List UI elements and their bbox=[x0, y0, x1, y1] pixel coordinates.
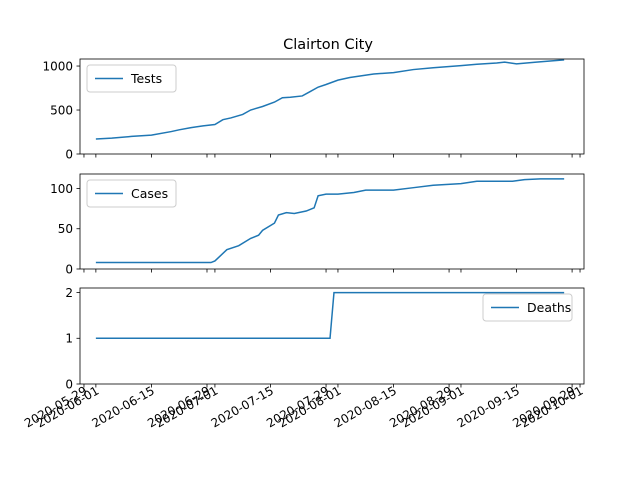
y-tick-label: 1 bbox=[65, 332, 73, 346]
x-tick-label: 2020-07-15 bbox=[209, 383, 276, 430]
legend-label: Cases bbox=[131, 186, 168, 201]
legend-box bbox=[482, 293, 573, 322]
x-tick-label: 2020-06-15 bbox=[90, 383, 157, 430]
chart-title: Clairton City bbox=[283, 37, 373, 53]
axes-frame bbox=[79, 173, 585, 270]
y-tick-label: 50 bbox=[58, 222, 73, 236]
legend-box bbox=[86, 64, 177, 93]
legend-label: Deaths bbox=[527, 300, 571, 315]
legend-deaths: Deaths bbox=[482, 293, 573, 322]
legend-tests: Tests bbox=[86, 64, 177, 93]
y-tick-label: 1000 bbox=[42, 59, 73, 73]
y-tick-label: 100 bbox=[50, 182, 73, 196]
axes-frame bbox=[79, 58, 585, 155]
series-line-deaths bbox=[95, 291, 565, 340]
legend-cases: Cases bbox=[86, 179, 177, 208]
x-tick-label: 2020-08-15 bbox=[332, 383, 399, 430]
x-tick-label: 2020-09-15 bbox=[455, 383, 522, 430]
y-tick-label: 0 bbox=[65, 262, 73, 276]
axes-frame bbox=[79, 287, 585, 385]
y-tick-label: 2 bbox=[65, 286, 73, 300]
y-tick-label: 0 bbox=[65, 147, 73, 161]
panel-cases: 0 50 100 Cases bbox=[50, 173, 585, 276]
y-tick-label: 500 bbox=[50, 103, 73, 117]
series-line-tests bbox=[95, 59, 565, 140]
series-line-cases bbox=[95, 178, 565, 264]
panel-deaths: 0122020-05-292020-06-012020-06-152020-06… bbox=[22, 286, 585, 431]
y-tick-label: 0 bbox=[65, 377, 73, 391]
legend-label: Tests bbox=[130, 71, 162, 86]
panel-tests: 0 500 1000 Tests bbox=[42, 58, 585, 161]
legend-box bbox=[86, 179, 177, 208]
